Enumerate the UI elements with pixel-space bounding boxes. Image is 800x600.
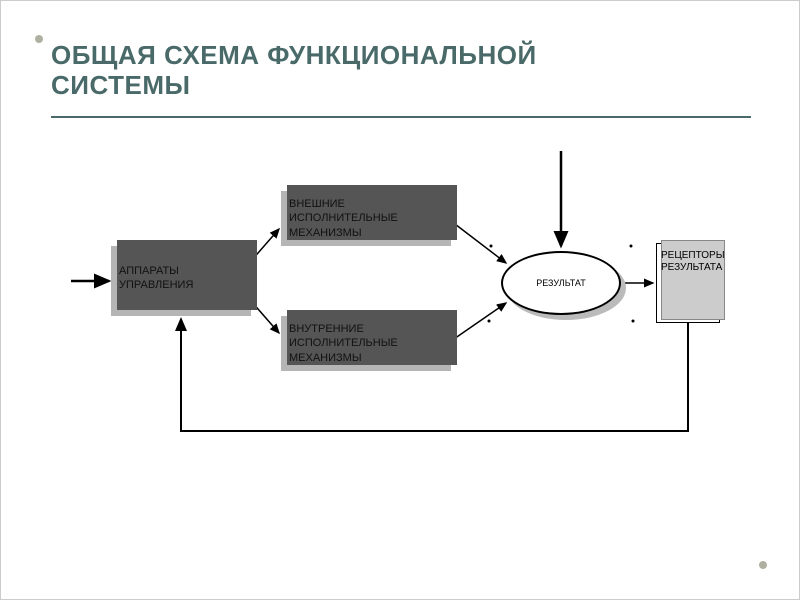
node-receptors: РЕЦЕПТОРЫ РЕЗУЛЬТАТА [656,243,720,323]
slide: ОБЩАЯ СХЕМА ФУНКЦИОНАЛЬНОЙ СИСТЕМЫ [0,0,800,600]
ellipse: РЕЗУЛЬТАТ [501,251,621,315]
page-title: ОБЩАЯ СХЕМА ФУНКЦИОНАЛЬНОЙ СИСТЕМЫ [51,41,537,101]
node-external-label: ВНЕШНИЕ ИСПОЛНИТЕЛЬНЫЕ МЕХАНИЗМЫ [289,198,398,239]
node-result-label: РЕЗУЛЬТАТ [536,278,585,288]
title-underline [51,116,751,118]
bullet-decor [35,35,43,43]
title-line-2: СИСТЕМЫ [51,71,537,101]
node-apparatus-label: АППАРАТЫ УПРАВЛЕНИЯ [119,265,193,291]
node-apparatus: АППАРАТЫ УПРАВЛЕНИЯ [111,246,251,316]
node-result: РЕЗУЛЬТАТ [501,251,621,315]
node-internal-label: ВНУТРЕННИЕ ИСПОЛНИТЕЛЬНЫЕ МЕХАНИЗМЫ [289,323,398,364]
node-receptors-label: РЕЦЕПТОРЫ РЕЗУЛЬТАТА [661,250,725,273]
node-external: ВНЕШНИЕ ИСПОЛНИТЕЛЬНЫЕ МЕХАНИЗМЫ [281,191,451,246]
bullet-decor [759,561,767,569]
title-line-1: ОБЩАЯ СХЕМА ФУНКЦИОНАЛЬНОЙ [51,41,537,71]
node-internal: ВНУТРЕННИЕ ИСПОЛНИТЕЛЬНЫЕ МЕХАНИЗМЫ [281,316,451,371]
diagram: АППАРАТЫ УПРАВЛЕНИЯ ВНЕШНИЕ ИСПОЛНИТЕЛЬН… [51,151,751,501]
